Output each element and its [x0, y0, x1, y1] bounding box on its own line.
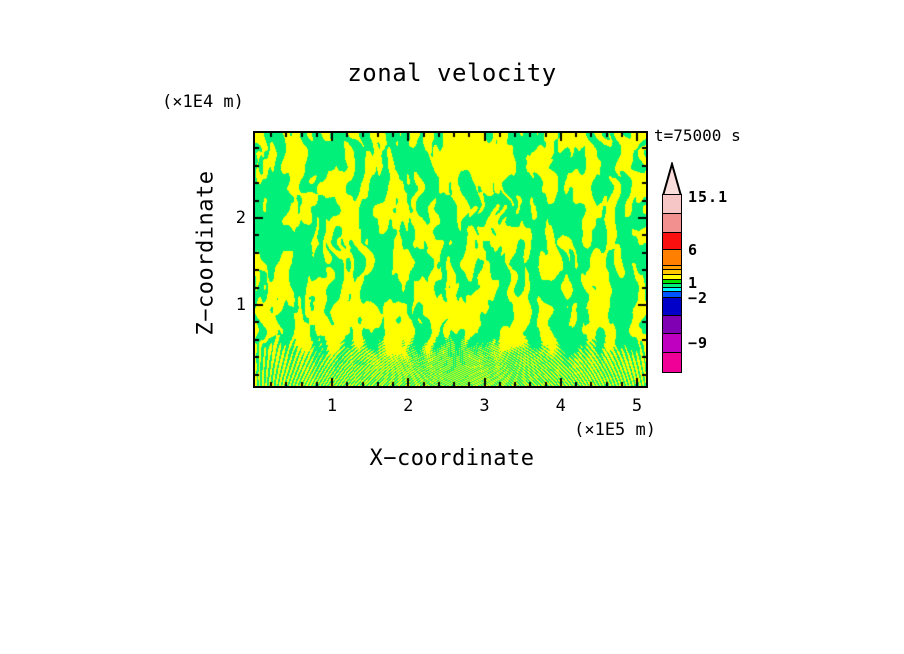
- colorbar-label: −9: [688, 334, 709, 352]
- colorbar-segment: [662, 333, 682, 353]
- x-tick-label: 3: [479, 396, 490, 416]
- x-tick-label: 1: [326, 396, 338, 416]
- time-annotation: t=75000 s: [654, 126, 741, 145]
- colorbar-segment-stack: [662, 194, 682, 373]
- velocity-field-canvas: [255, 133, 646, 386]
- x-tick-label: 2: [403, 396, 414, 416]
- colorbar-segment: [662, 297, 682, 316]
- colorbar-pencil-tip: [662, 162, 682, 196]
- colorbar-label: 1: [688, 274, 699, 292]
- x-axis-title: X−coordinate: [369, 446, 535, 471]
- colorbar-segment: [662, 315, 682, 334]
- chart-title: zonal velocity: [347, 59, 557, 87]
- z-tick-label: 1: [235, 295, 246, 315]
- x-axis-unit-label: (×1E5 m): [574, 420, 656, 440]
- z-axis-unit-label: (×1E4 m): [162, 92, 244, 112]
- plot-area-frame: [253, 131, 648, 388]
- colorbar-segment: [662, 194, 682, 214]
- colorbar-label: −2: [688, 289, 709, 307]
- colorbar-label: 15.1: [688, 188, 729, 206]
- colorbar-segment: [662, 213, 682, 233]
- x-tick-label: 5: [631, 396, 643, 416]
- colorbar-segment: [662, 352, 682, 373]
- colorbar-segment: [662, 232, 682, 250]
- colorbar-label: 6: [688, 241, 699, 259]
- colorbar-segment: [662, 249, 682, 266]
- x-tick-label: 4: [555, 396, 566, 416]
- z-axis-title: Z−coordinate: [193, 170, 219, 336]
- z-tick-label: 2: [235, 208, 246, 228]
